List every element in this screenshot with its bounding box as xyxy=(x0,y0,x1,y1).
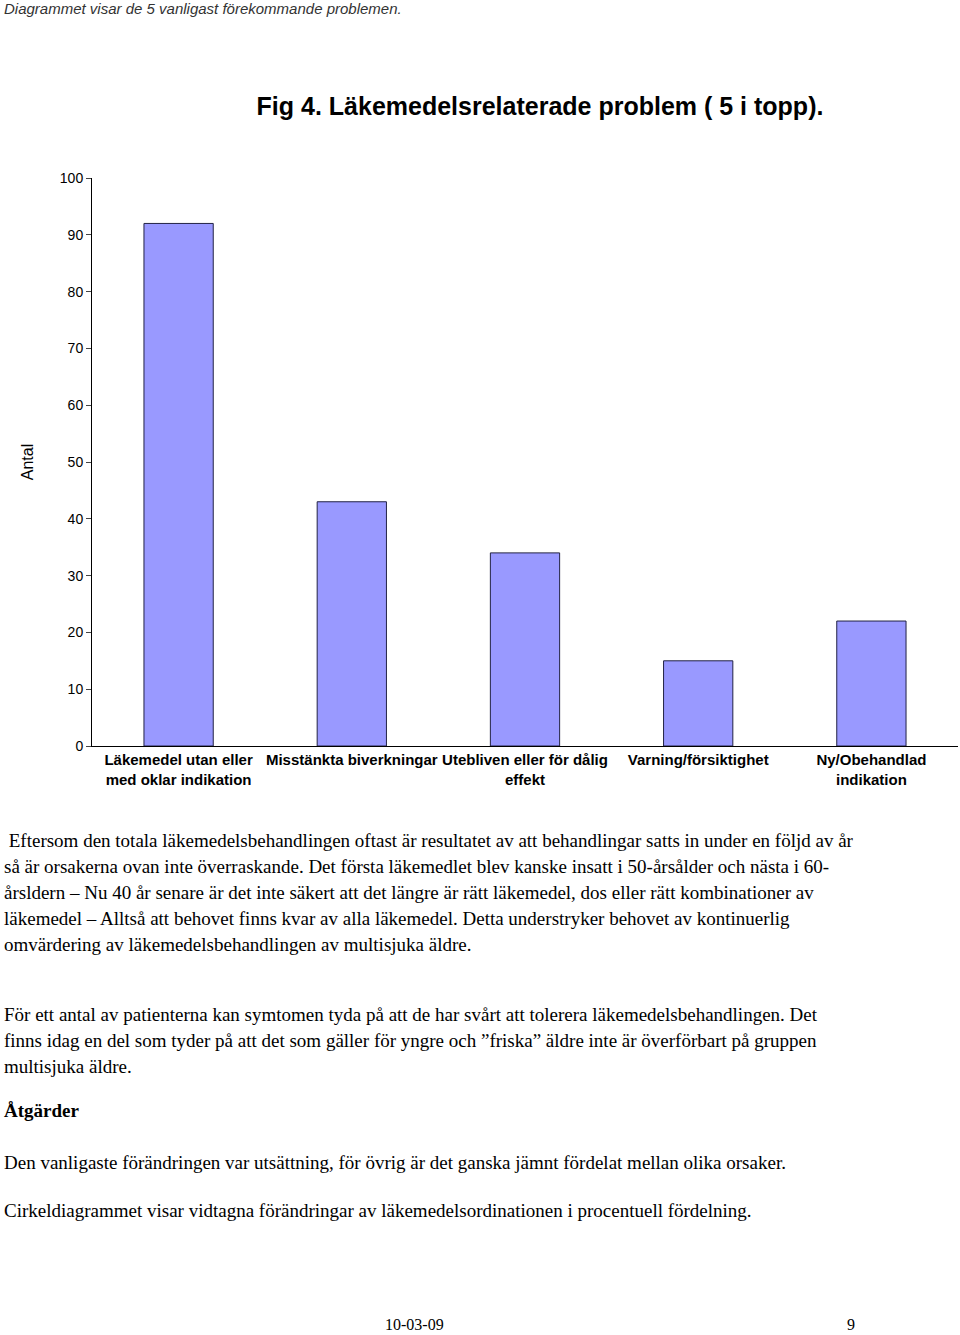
html-text:Cirkeldiagrammet visar vidtagn: Cirkeldiagrammet visar vidtagna förändri… xyxy=(4,1200,752,1221)
svg-text:30: 30 xyxy=(68,568,84,584)
svg-text:Utebliven eller för dåligeffek: Utebliven eller för dåligeffekt xyxy=(442,751,608,788)
svg-text:60: 60 xyxy=(68,397,84,413)
html-text:Diagrammet visar de 5 vanligas: Diagrammet visar de 5 vanligast förekomm… xyxy=(4,0,402,17)
svg-text:50: 50 xyxy=(68,454,84,470)
svg-text:Läkemedel utan ellermed oklar: Läkemedel utan ellermed oklar indikation xyxy=(104,751,253,788)
svg-text:Misstänkta biverkningar: Misstänkta biverkningar xyxy=(266,751,438,768)
svg-text:70: 70 xyxy=(68,340,84,356)
svg-text:10: 10 xyxy=(68,681,84,697)
html-text:För ett antal av patienterna k: För ett antal av patienterna kan symtome… xyxy=(4,1004,822,1077)
html-text:Den vanligaste förändringen va: Den vanligaste förändringen var utsättni… xyxy=(4,1152,786,1173)
svg-text:100: 100 xyxy=(60,170,84,186)
svg-text:Varning/försiktighet: Varning/försiktighet xyxy=(628,751,769,768)
svg-text:90: 90 xyxy=(68,227,84,243)
svg-text:80: 80 xyxy=(68,284,84,300)
svg-text:20: 20 xyxy=(68,624,84,640)
html-text:10-03-09: 10-03-09 xyxy=(385,1316,444,1333)
html-text:9: 9 xyxy=(847,1316,855,1333)
svg-text:Ny/Obehandladindikation: Ny/Obehandladindikation xyxy=(816,751,926,788)
svg-text:Antal: Antal xyxy=(19,444,36,480)
html-text:Fig 4. Läkemedelsrelaterade pr: Fig 4. Läkemedelsrelaterade problem ( 5 … xyxy=(256,92,824,120)
svg-text:0: 0 xyxy=(75,738,83,754)
html-text:Åtgärder: Åtgärder xyxy=(4,1100,79,1121)
html-text:Eftersom den totala läkemedels: Eftersom den totala läkemedelsbehandling… xyxy=(4,830,858,955)
svg-text:40: 40 xyxy=(68,511,84,527)
